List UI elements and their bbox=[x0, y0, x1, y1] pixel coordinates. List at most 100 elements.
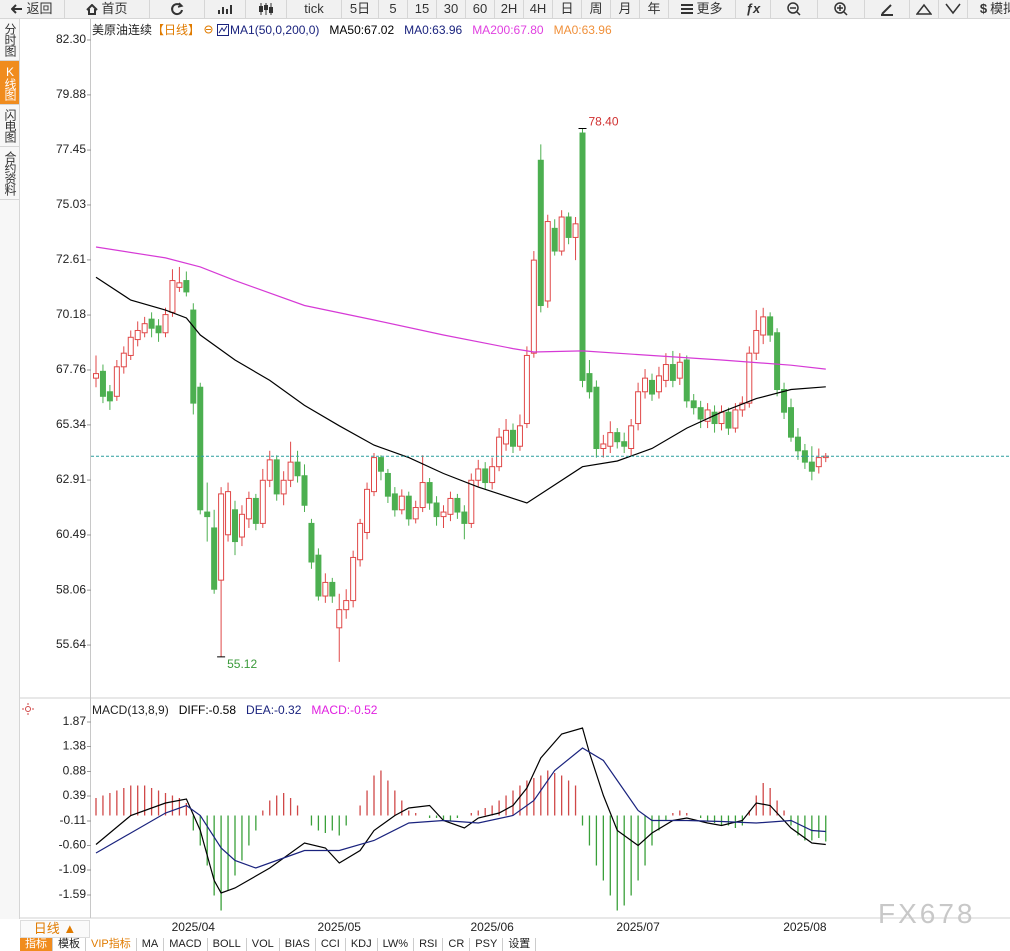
label: 日 bbox=[560, 1, 574, 16]
candle-body bbox=[510, 429, 516, 447]
indicator-tab[interactable]: BIAS bbox=[280, 938, 316, 951]
x-tick-label: 2025/08 bbox=[783, 920, 827, 934]
candle-body bbox=[655, 375, 662, 393]
candle-body bbox=[384, 472, 391, 497]
indicator-tab[interactable]: 设置 bbox=[503, 938, 537, 951]
candle-body bbox=[454, 497, 461, 513]
chart-button[interactable] bbox=[205, 0, 246, 18]
refresh-button[interactable] bbox=[150, 0, 205, 18]
side-tab[interactable]: 分时图 bbox=[0, 19, 19, 61]
candle-body bbox=[252, 497, 259, 524]
kline-button[interactable] bbox=[246, 0, 287, 18]
candle-body bbox=[815, 457, 822, 468]
candle-body bbox=[537, 159, 544, 307]
candle-body bbox=[794, 436, 801, 452]
indicator-line bbox=[95, 246, 826, 370]
period-selector[interactable]: 日线 ▲ bbox=[20, 920, 90, 938]
candle-body bbox=[371, 457, 377, 493]
period-button[interactable]: 60 bbox=[466, 0, 495, 18]
y-tick-label: 65.34 bbox=[56, 417, 86, 431]
side-tab[interactable]: K线图 bbox=[0, 61, 19, 105]
candle-body bbox=[767, 316, 774, 336]
indicator-line bbox=[95, 727, 826, 894]
label: 30 bbox=[443, 1, 459, 16]
x-tick-label: 2025/07 bbox=[616, 920, 660, 934]
candle-body bbox=[697, 407, 704, 420]
candle-body bbox=[725, 411, 732, 429]
candle-body bbox=[99, 370, 106, 397]
side-tab[interactable]: 闪电图 bbox=[0, 105, 19, 147]
zoom-in-button[interactable] bbox=[818, 0, 865, 18]
candle-body bbox=[544, 221, 551, 302]
candle-body bbox=[377, 457, 384, 472]
candle-body bbox=[732, 409, 739, 429]
candle-body bbox=[412, 507, 419, 520]
indicator-tab[interactable]: VIP指标 bbox=[86, 938, 137, 951]
toolbar: 返回 首页 tick 5日 5 15 30 60 2H 4H 日 周 月 年 更… bbox=[0, 0, 1010, 19]
y-tick-label: 55.64 bbox=[56, 637, 86, 651]
indicator-tab[interactable]: PSY bbox=[470, 938, 504, 951]
candle-body bbox=[760, 316, 767, 336]
indicator-tab[interactable]: 模板 bbox=[53, 938, 86, 951]
period-button[interactable]: 30 bbox=[437, 0, 466, 18]
candle-body bbox=[93, 373, 99, 379]
draw-button[interactable] bbox=[865, 0, 910, 18]
more-button[interactable]: 更多 bbox=[669, 0, 736, 18]
candle-body bbox=[440, 511, 447, 518]
candle-body bbox=[419, 482, 426, 509]
indicator-tab[interactable]: MA bbox=[137, 938, 165, 951]
indicator-tab[interactable]: CR bbox=[443, 938, 471, 951]
indicator-tab[interactable]: MACD bbox=[164, 938, 208, 951]
candle-body bbox=[530, 259, 537, 354]
candle-body bbox=[287, 461, 294, 481]
indicator-icon bbox=[217, 23, 230, 36]
candle-body bbox=[808, 461, 815, 472]
indicator-tab[interactable]: VOL bbox=[247, 938, 280, 951]
period-button[interactable]: 2H bbox=[495, 0, 524, 18]
candle-body bbox=[315, 554, 322, 597]
candle-body bbox=[593, 386, 600, 450]
sidebar: 分时图 K线图 闪电图 合约资料 bbox=[0, 19, 20, 919]
label: 周 bbox=[589, 1, 603, 16]
indicator-tab[interactable]: BOLL bbox=[208, 938, 247, 951]
period-button[interactable]: 5日 bbox=[342, 0, 379, 18]
candle-body bbox=[496, 436, 503, 468]
candle-body bbox=[628, 425, 635, 450]
candle-body bbox=[516, 425, 523, 447]
period-button[interactable]: 4H bbox=[524, 0, 553, 18]
home-button[interactable]: 首页 bbox=[65, 0, 150, 18]
label: 月 bbox=[618, 1, 632, 16]
formula-button[interactable]: ƒx bbox=[736, 0, 771, 18]
sim-button[interactable]: $模拟 bbox=[968, 0, 1010, 18]
period-button[interactable]: 周 bbox=[582, 0, 611, 18]
indicator-tab[interactable]: 指标 bbox=[20, 938, 53, 951]
settings-icon[interactable] bbox=[204, 25, 213, 34]
candle-body bbox=[746, 352, 753, 404]
indicator-tab[interactable]: CCI bbox=[316, 938, 346, 951]
candle-body bbox=[600, 443, 607, 450]
period-button[interactable]: 月 bbox=[611, 0, 640, 18]
period-button[interactable]: 年 bbox=[640, 0, 669, 18]
candle-body bbox=[586, 373, 593, 393]
period-button[interactable]: 日 bbox=[553, 0, 582, 18]
label: 5日 bbox=[349, 1, 371, 16]
down-button[interactable] bbox=[939, 0, 968, 18]
up-button[interactable] bbox=[910, 0, 939, 18]
candle-body bbox=[176, 282, 183, 288]
indicator-tab[interactable]: LW% bbox=[378, 938, 415, 951]
period-button[interactable]: 5 bbox=[379, 0, 408, 18]
y-tick-label: 0.88 bbox=[63, 764, 87, 778]
candle-body bbox=[405, 495, 412, 520]
period-button[interactable]: tick bbox=[287, 0, 342, 18]
indicator-tab[interactable]: RSI bbox=[414, 938, 444, 951]
indicator-tab[interactable]: KDJ bbox=[346, 938, 378, 951]
candle-body bbox=[294, 461, 301, 477]
candle-body bbox=[364, 488, 371, 533]
zoom-out-button[interactable] bbox=[771, 0, 818, 18]
macd-header: MACD(13,8,9) DIFF:-0.58 DEA:-0.32 MACD:-0.… bbox=[92, 703, 377, 717]
back-button[interactable]: 返回 bbox=[0, 0, 65, 18]
y-tick-label: 82.30 bbox=[56, 32, 86, 46]
side-tab[interactable]: 合约资料 bbox=[0, 147, 19, 200]
period-button[interactable]: 15 bbox=[408, 0, 437, 18]
